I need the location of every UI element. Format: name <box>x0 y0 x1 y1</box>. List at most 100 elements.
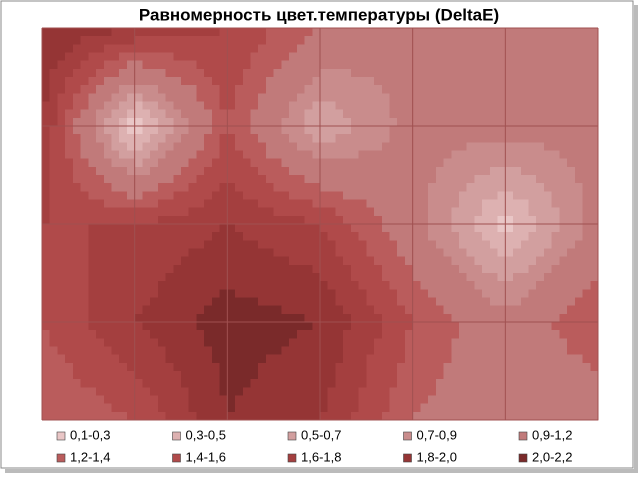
contour-cell <box>412 68 421 78</box>
contour-cell <box>57 379 66 388</box>
contour-cell <box>188 126 197 135</box>
contour-cell <box>181 52 190 62</box>
contour-cell <box>57 158 66 168</box>
contour-cell <box>312 240 321 249</box>
contour-cell <box>96 68 105 78</box>
contour-cell <box>513 313 522 323</box>
contour-cell <box>443 281 452 290</box>
contour-cell <box>489 346 499 356</box>
contour-cell <box>80 338 89 347</box>
contour-cell <box>374 101 383 111</box>
contour-cell <box>80 166 89 176</box>
contour-cell <box>513 256 522 266</box>
contour-cell <box>420 175 429 184</box>
contour-cell <box>165 175 174 184</box>
contour-cell <box>204 403 213 413</box>
contour-cell <box>211 289 221 298</box>
contour-cell <box>157 395 166 405</box>
contour-cell <box>134 150 143 160</box>
contour-cell <box>265 289 275 298</box>
contour-cell <box>474 85 483 94</box>
contour-cell <box>242 256 251 266</box>
contour-cell <box>513 44 522 53</box>
contour-cell <box>320 305 329 315</box>
contour-cell <box>165 85 174 94</box>
contour-cell <box>528 289 537 298</box>
contour-cell <box>57 126 66 135</box>
contour-cell <box>181 248 190 258</box>
contour-cell <box>358 150 367 160</box>
contour-cell <box>281 60 290 70</box>
contour-cell <box>381 379 390 388</box>
contour-cell <box>196 68 205 78</box>
contour-cell <box>188 281 197 290</box>
contour-cell <box>543 338 553 347</box>
contour-cell <box>196 240 205 249</box>
contour-cell <box>150 44 159 53</box>
contour-cell <box>474 387 483 396</box>
contour-cell <box>420 338 429 347</box>
contour-cell <box>582 191 591 200</box>
contour-cell <box>381 411 390 421</box>
contour-cell <box>543 322 553 331</box>
contour-cell <box>451 28 460 37</box>
contour-cell <box>435 215 444 225</box>
contour-cell <box>173 117 182 127</box>
contour-cell <box>173 264 182 274</box>
contour-cell <box>320 117 329 127</box>
contour-cell <box>428 199 437 209</box>
contour-cell <box>204 158 213 168</box>
contour-cell <box>227 354 236 364</box>
contour-cell <box>435 85 444 94</box>
contour-cell <box>551 175 560 184</box>
contour-cell <box>80 281 89 290</box>
contour-cell <box>227 134 236 143</box>
contour-cell <box>404 281 414 290</box>
contour-cell <box>304 109 313 119</box>
contour-cell <box>397 411 406 421</box>
legend-label: 0,7-0,9 <box>417 427 457 442</box>
contour-cell <box>381 403 390 413</box>
contour-cell <box>582 215 591 225</box>
contour-cell <box>435 28 444 37</box>
contour-cell <box>235 289 244 298</box>
contour-cell <box>181 346 190 356</box>
contour-cell <box>289 126 298 135</box>
contour-cell <box>111 60 120 70</box>
contour-cell <box>273 199 282 209</box>
contour-cell <box>227 126 236 135</box>
contour-cell <box>489 330 499 339</box>
contour-cell <box>320 158 329 168</box>
contour-cell <box>126 150 136 160</box>
contour-cell <box>80 330 89 339</box>
contour-cell <box>350 411 360 421</box>
contour-cell <box>466 264 475 274</box>
contour-cell <box>412 44 421 53</box>
contour-cell <box>88 224 97 233</box>
contour-cell <box>312 354 321 364</box>
contour-cell <box>327 403 336 413</box>
contour-cell <box>142 338 151 347</box>
contour-cell <box>435 142 444 151</box>
contour-cell <box>111 305 120 315</box>
contour-cell <box>574 28 583 37</box>
contour-cell <box>211 150 221 160</box>
contour-cell <box>72 403 82 413</box>
contour-cell <box>474 354 483 364</box>
contour-cell <box>451 142 460 151</box>
contour-cell <box>567 44 576 53</box>
contour-cell <box>57 36 66 45</box>
contour-cell <box>42 150 51 160</box>
contour-cell <box>204 117 213 127</box>
contour-cell <box>513 28 522 37</box>
contour-cell <box>559 362 568 372</box>
contour-cell <box>551 264 560 274</box>
contour-cell <box>590 338 599 347</box>
contour-cell <box>459 387 468 396</box>
contour-cell <box>590 207 599 217</box>
contour-cell <box>543 289 553 298</box>
contour-cell <box>350 60 360 70</box>
contour-cell <box>304 305 313 315</box>
contour-cell <box>366 330 375 339</box>
contour-cell <box>103 338 112 347</box>
